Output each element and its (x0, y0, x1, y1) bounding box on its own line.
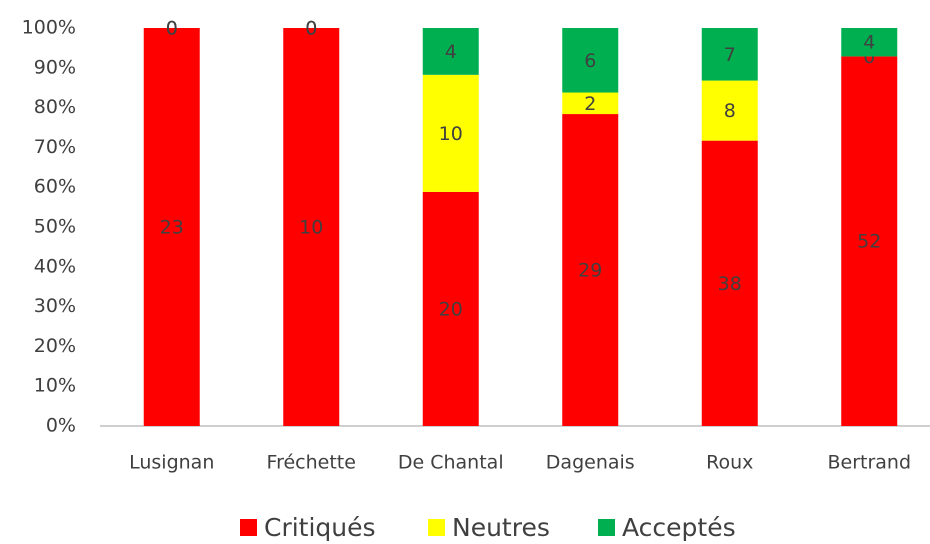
data-label: 0 (305, 18, 317, 40)
legend-label: Acceptés (622, 513, 736, 542)
data-label: 52 (857, 231, 881, 253)
x-tick-label: Dagenais (546, 452, 635, 474)
data-label: 23 (160, 217, 184, 239)
bar-segment (143, 28, 200, 426)
data-label: 38 (718, 273, 742, 295)
bar-segment (562, 28, 619, 93)
bar-segment (422, 28, 479, 75)
bar-segment (283, 28, 340, 426)
y-tick-label: 0% (46, 415, 76, 437)
data-label: 6 (584, 50, 596, 72)
legend-label: Neutres (452, 513, 550, 542)
x-tick-label: Bertrand (827, 452, 911, 474)
data-label: 20 (439, 298, 463, 320)
bar-segment (841, 28, 898, 57)
bar-segment (701, 80, 758, 141)
legend-swatch (428, 519, 445, 536)
data-label: 10 (439, 123, 463, 145)
y-tick-label: 60% (34, 176, 76, 198)
y-tick-label: 30% (34, 295, 76, 317)
bar-segment (422, 74, 479, 192)
bar-segment (701, 28, 758, 81)
bar-segment (841, 56, 898, 427)
y-tick-label: 70% (34, 136, 76, 158)
data-label: 29 (578, 260, 602, 282)
data-label: 8 (724, 100, 736, 122)
y-tick-label: 100% (22, 17, 76, 39)
bar-segment (562, 92, 619, 115)
data-label: 0 (305, 18, 317, 40)
bar-segment (701, 140, 758, 426)
data-label: 2 (584, 93, 596, 115)
y-tick-label: 50% (34, 216, 76, 238)
legend-swatch (240, 519, 257, 536)
x-tick-label: Roux (706, 452, 753, 474)
x-tick-label: Lusignan (129, 452, 214, 474)
y-tick-label: 90% (34, 56, 76, 78)
data-label: 7 (724, 44, 736, 66)
y-tick-label: 40% (34, 255, 76, 277)
y-tick-label: 80% (34, 96, 76, 118)
x-tick-label: Fréchette (267, 452, 356, 474)
bar-segment (562, 114, 619, 427)
data-label: 0 (166, 18, 178, 40)
bar-segment (422, 191, 479, 426)
x-tick-label: De Chantal (398, 452, 504, 474)
y-tick-label: 20% (34, 335, 76, 357)
legend-label: Critiqués (264, 513, 376, 542)
legend-swatch (598, 519, 615, 536)
data-label: 4 (863, 32, 875, 54)
y-tick-label: 10% (34, 375, 76, 397)
data-label: 4 (445, 41, 457, 63)
data-label: 10 (299, 217, 323, 239)
data-label: 0 (166, 18, 178, 40)
